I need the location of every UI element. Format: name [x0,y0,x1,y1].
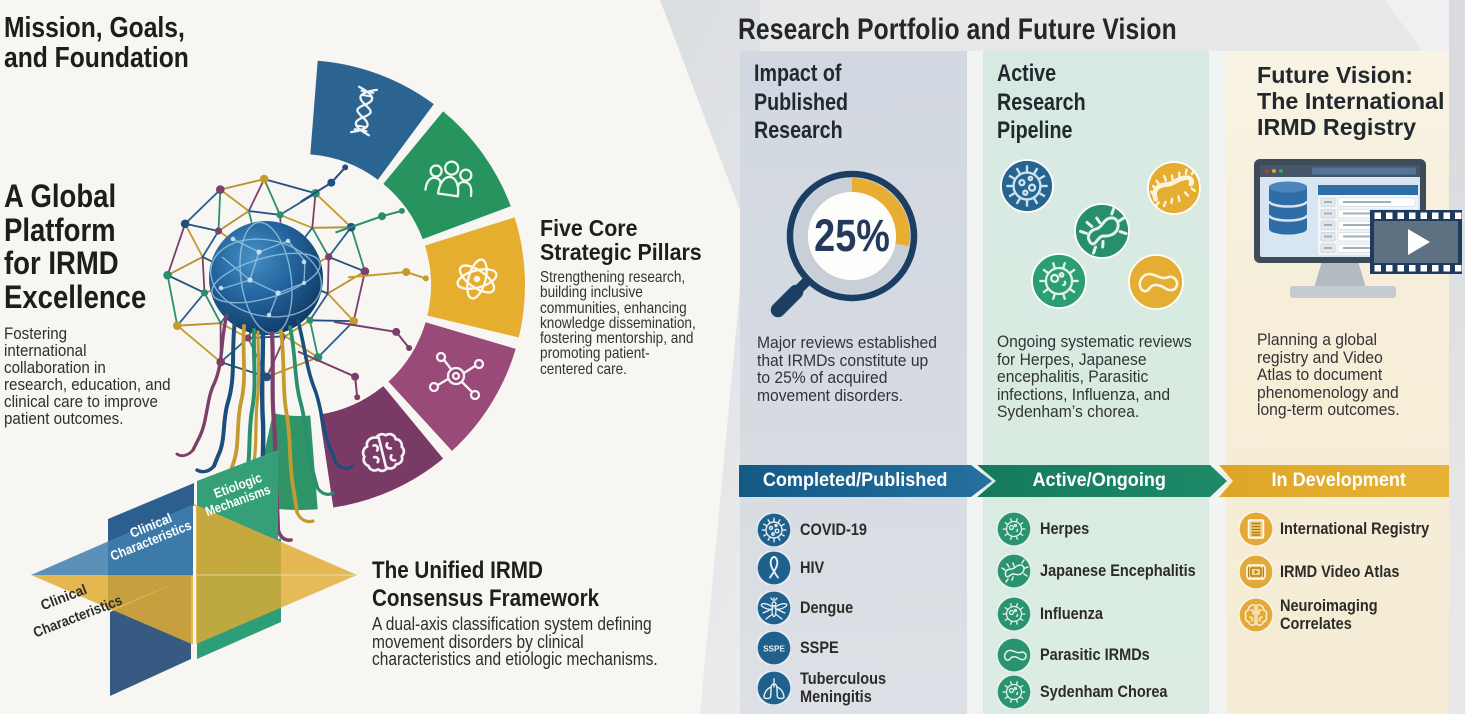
svg-text:25%: 25% [814,210,890,261]
svg-text:SSPE: SSPE [763,645,785,654]
